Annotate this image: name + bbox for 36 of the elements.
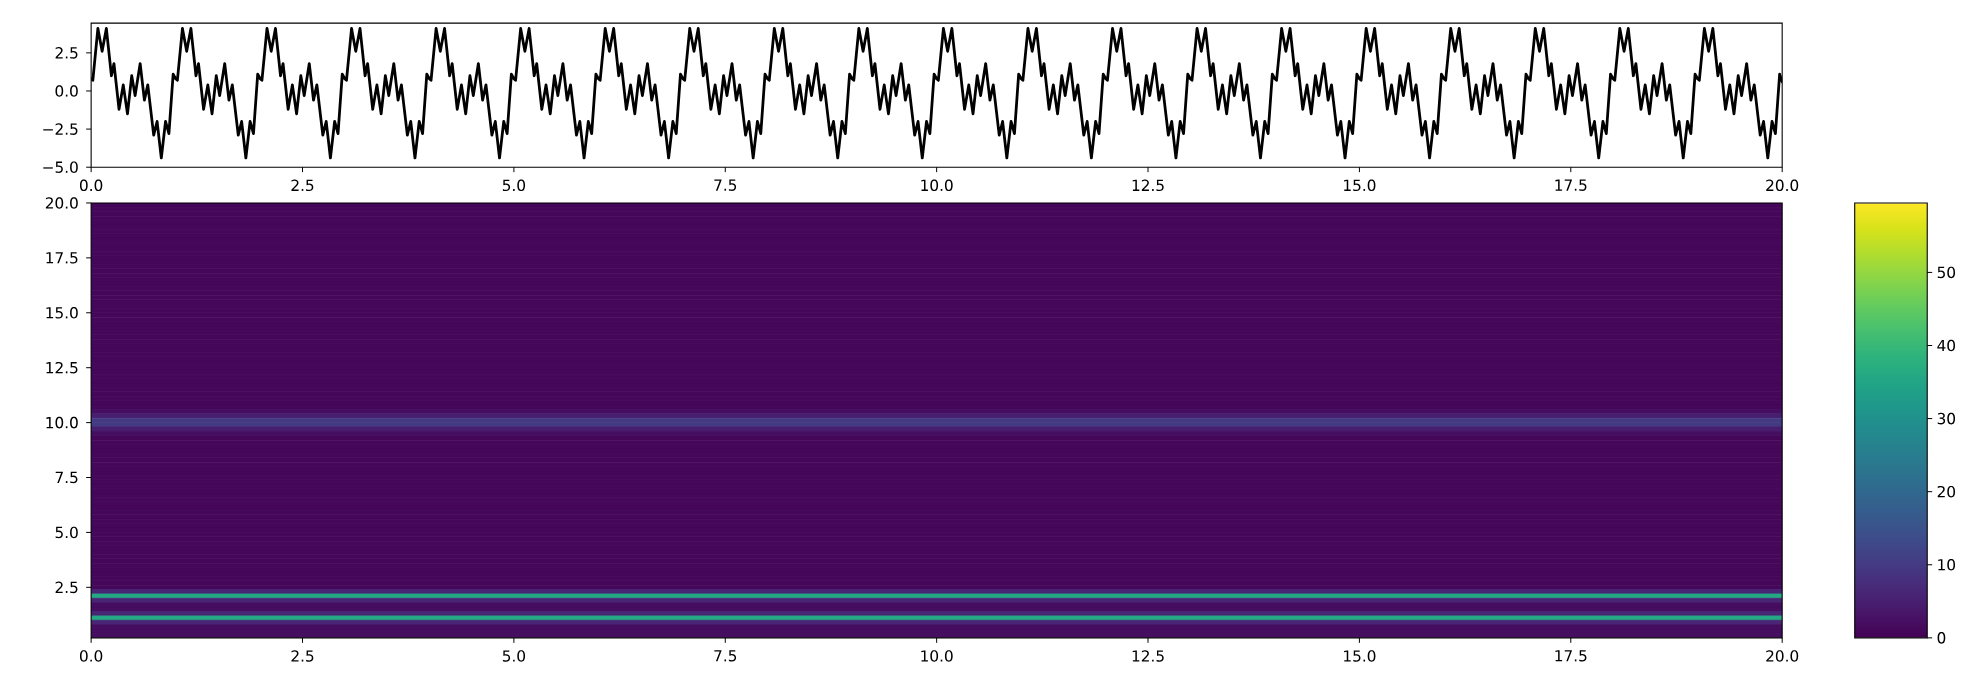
color-bar-label: 50 <box>1937 266 1956 279</box>
x-tick-label: 12.5 <box>1132 650 1164 662</box>
x-tick-label: 2.5 <box>291 650 314 662</box>
y-tick-label: −5.0 <box>43 161 78 174</box>
y-tick-label: 20.0 <box>45 197 78 209</box>
x-tick-label: 0.0 <box>79 179 103 192</box>
y-tick-label: 0.0 <box>55 85 78 97</box>
x-tick-label: 5.0 <box>502 179 526 192</box>
color-bar-label: 40 <box>1937 339 1956 352</box>
color-bar-label: 30 <box>1937 413 1956 425</box>
color-bar-label: 20 <box>1937 486 1956 498</box>
y-tick-label: 2.5 <box>55 581 78 594</box>
x-tick-label: 20.0 <box>1766 179 1799 192</box>
y-tick-label: 12.5 <box>46 362 78 374</box>
y-tick-label: 5.0 <box>55 526 78 539</box>
y-tick-label: 15.0 <box>46 307 78 319</box>
x-tick-label: 5.0 <box>502 650 526 662</box>
x-tick-label: 10.0 <box>921 650 953 662</box>
x-tick-label: 10.0 <box>921 179 953 192</box>
x-tick-label: 17.5 <box>1555 650 1587 662</box>
x-tick-label: 7.5 <box>714 179 737 192</box>
x-tick-label: 17.5 <box>1555 179 1587 192</box>
x-tick-label: 12.5 <box>1132 179 1164 192</box>
x-tick-label: 20.0 <box>1766 650 1799 662</box>
x-tick-label: 15.0 <box>1344 650 1376 662</box>
y-tick-label: −2.5 <box>43 123 78 136</box>
x-tick-label: 2.5 <box>291 179 314 192</box>
color-bar-label: 10 <box>1938 559 1956 571</box>
y-tick-label: 17.5 <box>46 252 78 264</box>
y-tick-label: 2.5 <box>55 47 78 59</box>
color-bar-label: 0 <box>1937 632 1946 644</box>
x-tick-label: 7.5 <box>714 650 737 662</box>
y-tick-label: 10.0 <box>46 417 78 429</box>
x-tick-label: 0.0 <box>79 650 103 662</box>
y-tick-label: 7.5 <box>55 472 78 484</box>
x-tick-label: 15.0 <box>1344 179 1376 192</box>
